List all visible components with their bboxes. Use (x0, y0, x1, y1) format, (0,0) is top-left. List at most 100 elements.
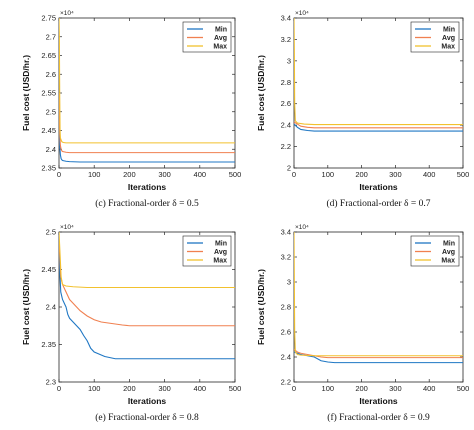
series-line-min (59, 254, 235, 360)
series-group (294, 18, 463, 132)
y-tick-label: 3.2 (281, 253, 291, 262)
x-tick-label: 0 (57, 384, 61, 393)
x-tick-label: 500 (457, 170, 470, 179)
x-tick-label: 100 (322, 384, 335, 393)
series-line-min (294, 351, 463, 364)
y-tick-label: 2.65 (41, 51, 56, 60)
series-line-max (294, 232, 463, 357)
x-axis-label: Iterations (128, 396, 167, 406)
legend-label-min: Min (215, 241, 227, 248)
legend-label-avg: Avg (214, 35, 227, 42)
y-tick-label: 2.55 (41, 89, 56, 98)
y-tick-label: 2.5 (46, 228, 56, 237)
x-tick-label: 200 (123, 170, 136, 179)
axis-multiplier: ×10⁴ (60, 10, 74, 17)
y-tick-label: 2.4 (281, 121, 291, 130)
legend-label-max: Max (441, 258, 455, 265)
x-tick-label: 500 (229, 384, 242, 393)
series-line-max (59, 18, 235, 144)
series-line-avg (59, 92, 235, 154)
x-tick-label: 300 (389, 384, 402, 393)
y-tick-label: 2.35 (41, 340, 56, 349)
legend-label-min: Min (443, 27, 455, 34)
panel-caption: (c) Fractional-order δ = 0.5 (95, 198, 199, 209)
series-group (294, 232, 463, 364)
y-tick-label: 2.45 (41, 265, 56, 274)
x-axis-label: Iterations (359, 396, 398, 406)
legend-label-min: Min (443, 241, 455, 248)
y-axis-label: Fuel cost (USD/hr.) (21, 269, 31, 345)
x-tick-label: 300 (389, 170, 402, 179)
series-group (59, 18, 235, 163)
y-tick-label: 2.4 (46, 145, 56, 154)
x-tick-label: 200 (355, 170, 368, 179)
x-tick-label: 400 (423, 170, 436, 179)
y-tick-label: 2.6 (46, 70, 56, 79)
panel-caption: (d) Fractional-order δ = 0.7 (326, 198, 430, 209)
y-tick-label: 3.4 (281, 228, 291, 237)
x-tick-label: 100 (88, 170, 101, 179)
legend-label-max: Max (441, 44, 455, 51)
x-tick-label: 200 (123, 384, 136, 393)
y-tick-label: 2.5 (46, 107, 56, 116)
y-tick-label: 3 (287, 56, 291, 65)
axis-multiplier: ×10⁴ (295, 10, 309, 17)
axis-multiplier: ×10⁴ (295, 224, 309, 231)
panel-caption: (f) Fractional-order δ = 0.9 (327, 412, 430, 423)
x-tick-label: 300 (158, 384, 171, 393)
chart-panel-3: 0 100 200 300 400 500 2.3 2.35 2.4 2.45 2.5 ×10⁴ Ite… (21, 224, 241, 423)
y-tick-label: 2.4 (281, 353, 291, 362)
y-tick-label: 2.75 (41, 14, 56, 23)
legend-label-max: Max (213, 44, 227, 51)
legend-box (410, 21, 460, 53)
y-tick-label: 2.6 (281, 99, 291, 108)
series-group (59, 232, 235, 360)
y-tick-label: 2.8 (281, 303, 291, 312)
x-tick-label: 100 (322, 170, 335, 179)
y-tick-label: 2.45 (41, 126, 56, 135)
legend-label-max: Max (213, 258, 227, 265)
x-tick-label: 500 (229, 170, 242, 179)
y-tick-label: 3.4 (281, 14, 291, 23)
series-line-min (59, 126, 235, 163)
x-tick-label: 400 (423, 384, 436, 393)
chart-panel-2: 0 100 200 300 400 500 2 2.2 2.4 2.6 2.8 3 3.2 3.4 ×10⁴… (256, 10, 469, 209)
chart-panel-4: 0 100 200 300 400 500 2.2 2.4 2.6 2.8 3 3.2 3.4 ×10⁴ I… (256, 224, 469, 423)
legend-label-avg: Avg (442, 35, 455, 42)
legend-label-min: Min (215, 27, 227, 34)
y-tick-label: 2.2 (281, 378, 291, 387)
legend-label-avg: Avg (214, 249, 227, 256)
series-line-max (294, 18, 463, 126)
series-line-avg (294, 121, 463, 129)
y-tick-label: 2.7 (46, 32, 56, 41)
x-axis-label: Iterations (128, 182, 167, 192)
series-line-avg (59, 239, 235, 327)
axis-multiplier: ×10⁴ (60, 224, 74, 231)
y-tick-label: 2 (287, 164, 291, 173)
x-tick-label: 500 (457, 384, 470, 393)
legend-label-avg: Avg (442, 249, 455, 256)
y-tick-label: 2.6 (281, 328, 291, 337)
x-tick-label: 100 (88, 384, 101, 393)
series-line-max (59, 232, 235, 289)
y-axis-label: Fuel cost (USD/hr.) (21, 55, 31, 131)
x-tick-label: 200 (355, 384, 368, 393)
y-axis-label: Fuel cost (USD/hr.) (256, 55, 266, 131)
y-tick-label: 2.4 (46, 303, 56, 312)
x-axis-label: Iterations (359, 182, 398, 192)
chart-panel-1: 0 100 200 300 400 500 2.35 2.4 2.45 2.5 2.55 2.6 2.6… (21, 10, 241, 209)
x-tick-label: 0 (292, 170, 296, 179)
x-tick-label: 400 (194, 384, 207, 393)
y-axis-label: Fuel cost (USD/hr.) (256, 269, 266, 345)
x-tick-label: 0 (292, 384, 296, 393)
series-line-min (294, 123, 463, 132)
legend-box (410, 235, 460, 267)
y-tick-label: 3.2 (281, 35, 291, 44)
x-tick-label: 400 (194, 170, 207, 179)
